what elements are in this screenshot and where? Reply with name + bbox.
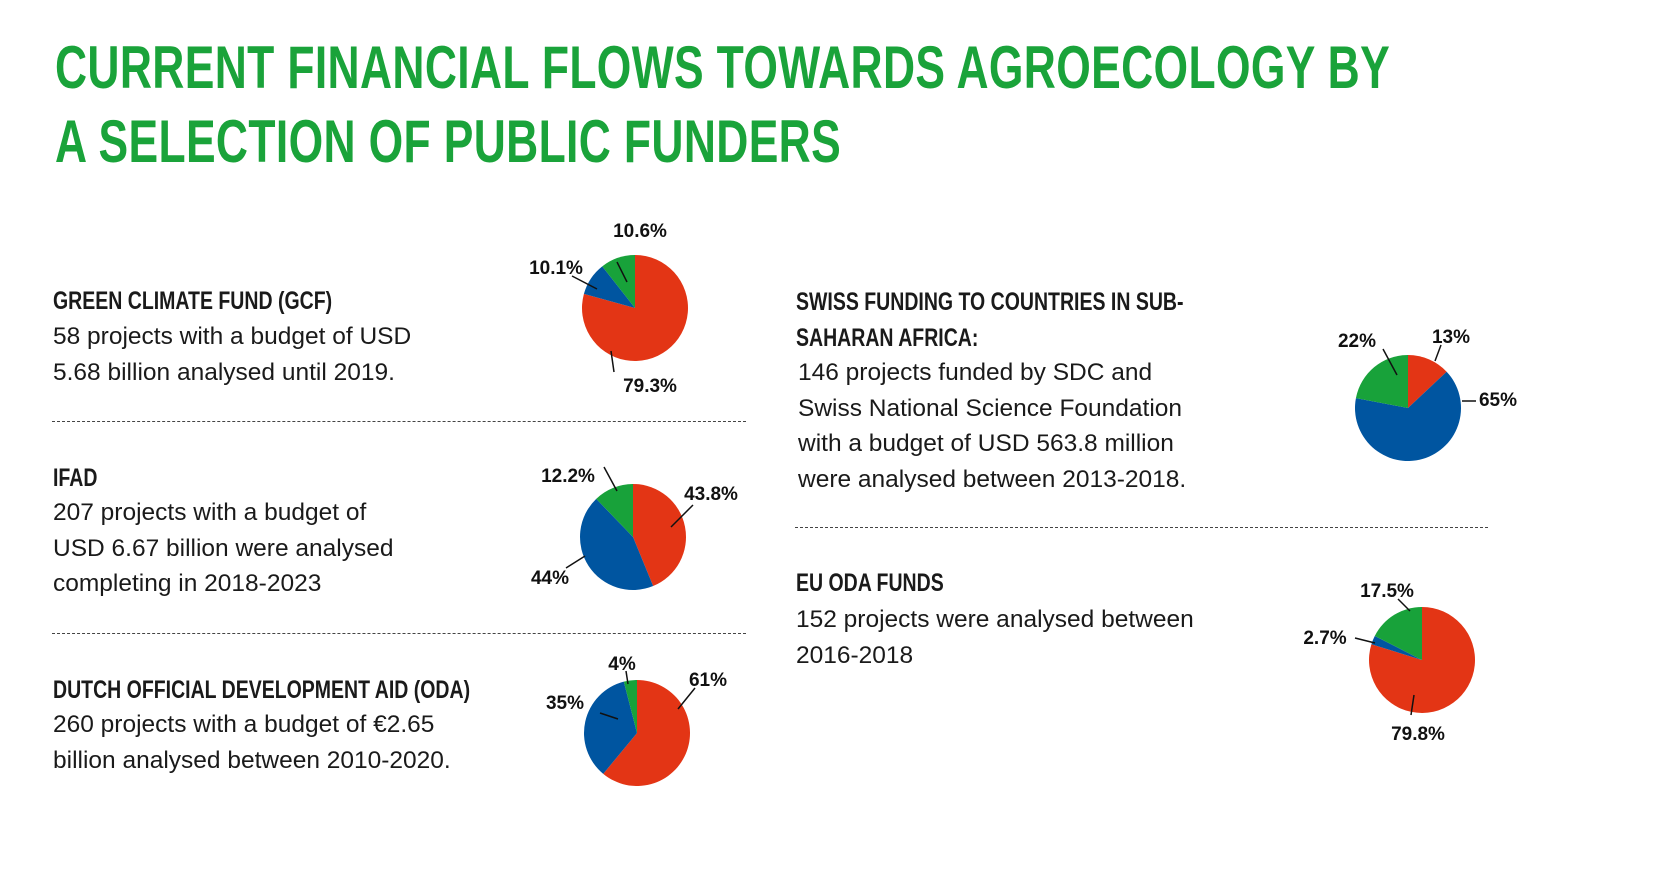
swiss-description-line: were analysed between 2013-2018.	[798, 465, 1187, 493]
dutch-pie-slice-green	[623, 680, 637, 733]
gcf-pie-slice-blue	[583, 266, 635, 308]
eu-pie-slice-blue	[1371, 635, 1422, 660]
eu-pie-slice-green	[1374, 607, 1422, 660]
ifad-description-line: USD 6.67 billion were analysed	[53, 534, 394, 562]
dutch-green-label: 4%	[608, 654, 636, 675]
ifad-red-label: 43.8%	[684, 484, 738, 505]
eu-oda-description: 152 projects were analysed between 2016-…	[796, 602, 1194, 673]
gcf-green-label: 10.6%	[613, 221, 667, 242]
leader-line	[1434, 344, 1442, 362]
ifad-pie-slice-green	[596, 484, 633, 537]
swiss-description-line: with a budget of USD 563.8 million	[798, 430, 1174, 457]
gcf-pie-slice-red	[582, 255, 689, 361]
leader-line	[1397, 598, 1411, 612]
gcf-red-label: 79.3%	[623, 376, 677, 397]
swiss-description: 146 projects funded by SDC and Swiss Nat…	[798, 355, 1186, 497]
gcf-heading: GREEN CLIMATE FUND (GCF)	[53, 287, 333, 315]
ifad-heading: IFAD	[53, 464, 98, 492]
ifad-pie-slice-blue	[579, 498, 654, 591]
swiss-red-label: 13%	[1432, 327, 1470, 348]
dutch-blue-label: 35%	[546, 693, 584, 714]
ifad-description-line: 207 projects with a budget of	[53, 499, 367, 526]
eu-green-label: 17.5%	[1360, 581, 1414, 602]
leader-line	[603, 466, 618, 492]
eu-oda-description-line: 152 projects were analysed between	[796, 606, 1194, 633]
leader-line	[565, 555, 586, 569]
ifad-blue-label: 44%	[531, 568, 569, 589]
dutch-oda-description-line: billion analysed between 2010-2020.	[53, 746, 451, 774]
leader-line	[1382, 348, 1398, 376]
leader-lines	[565, 261, 1476, 720]
divider	[795, 527, 1488, 528]
leader-line	[610, 350, 615, 373]
leader-line	[571, 275, 598, 290]
leader-line	[670, 504, 694, 528]
eu-red-label: 79.8%	[1391, 724, 1445, 745]
leader-line	[599, 712, 619, 720]
ifad-description-line: completing in 2018-2023	[53, 570, 322, 597]
ifad-green-label: 12.2%	[541, 466, 595, 487]
dutch-pie-slice-red	[603, 680, 691, 786]
dutch-oda-heading: DUTCH OFFICIAL DEVELOPMENT AID (ODA)	[53, 676, 471, 704]
gcf-description-line: 5.68 billion analysed until 2019.	[53, 358, 395, 386]
swiss-green-label: 22%	[1338, 331, 1376, 352]
divider	[52, 421, 746, 422]
dutch-pie-slice-blue	[584, 681, 637, 774]
swiss-blue-label: 65%	[1479, 390, 1517, 411]
dutch-oda-description: 260 projects with a budget of €2.65 bill…	[53, 707, 451, 778]
swiss-pie-slice-blue	[1355, 371, 1461, 461]
divider	[52, 633, 746, 634]
dutch-oda-description-line: 260 projects with a budget of €2.65	[53, 711, 435, 738]
swiss-pie-slice-green	[1355, 355, 1408, 408]
eu-oda-heading: EU ODA FUNDS	[796, 569, 944, 597]
dutch-red-label: 61%	[689, 670, 727, 691]
leader-line	[616, 261, 628, 283]
swiss-description-line: 146 projects funded by SDC and	[798, 359, 1153, 386]
leader-line	[625, 670, 629, 685]
eu-blue-label: 2.7%	[1303, 628, 1346, 649]
leader-line	[1410, 694, 1415, 716]
gcf-description: 58 projects with a budget of USD 5.68 bi…	[53, 319, 411, 390]
page-title-line-2: A SELECTION OF PUBLIC FUNDERS	[55, 108, 842, 175]
page-title-line-1: CURRENT FINANCIAL FLOWS TOWARDS AGROECOL…	[55, 34, 1391, 101]
swiss-heading-line-2: SAHARAN AFRICA:	[796, 324, 979, 352]
gcf-description-line: 58 projects with a budget of USD	[53, 323, 412, 350]
swiss-pie-slice-red	[1408, 355, 1447, 408]
swiss-description-line: Swiss National Science Foundation	[798, 394, 1183, 422]
gcf-pie-slice-green	[602, 255, 635, 308]
ifad-description: 207 projects with a budget of USD 6.67 b…	[53, 495, 393, 602]
eu-oda-description-line: 2016-2018	[796, 641, 914, 669]
gcf-blue-label: 10.1%	[529, 258, 583, 279]
swiss-heading-line-1: SWISS FUNDING TO COUNTRIES IN SUB-	[796, 288, 1184, 316]
ifad-pie-slice-red	[633, 484, 687, 587]
leader-line	[1354, 637, 1376, 644]
leader-line	[677, 687, 696, 710]
